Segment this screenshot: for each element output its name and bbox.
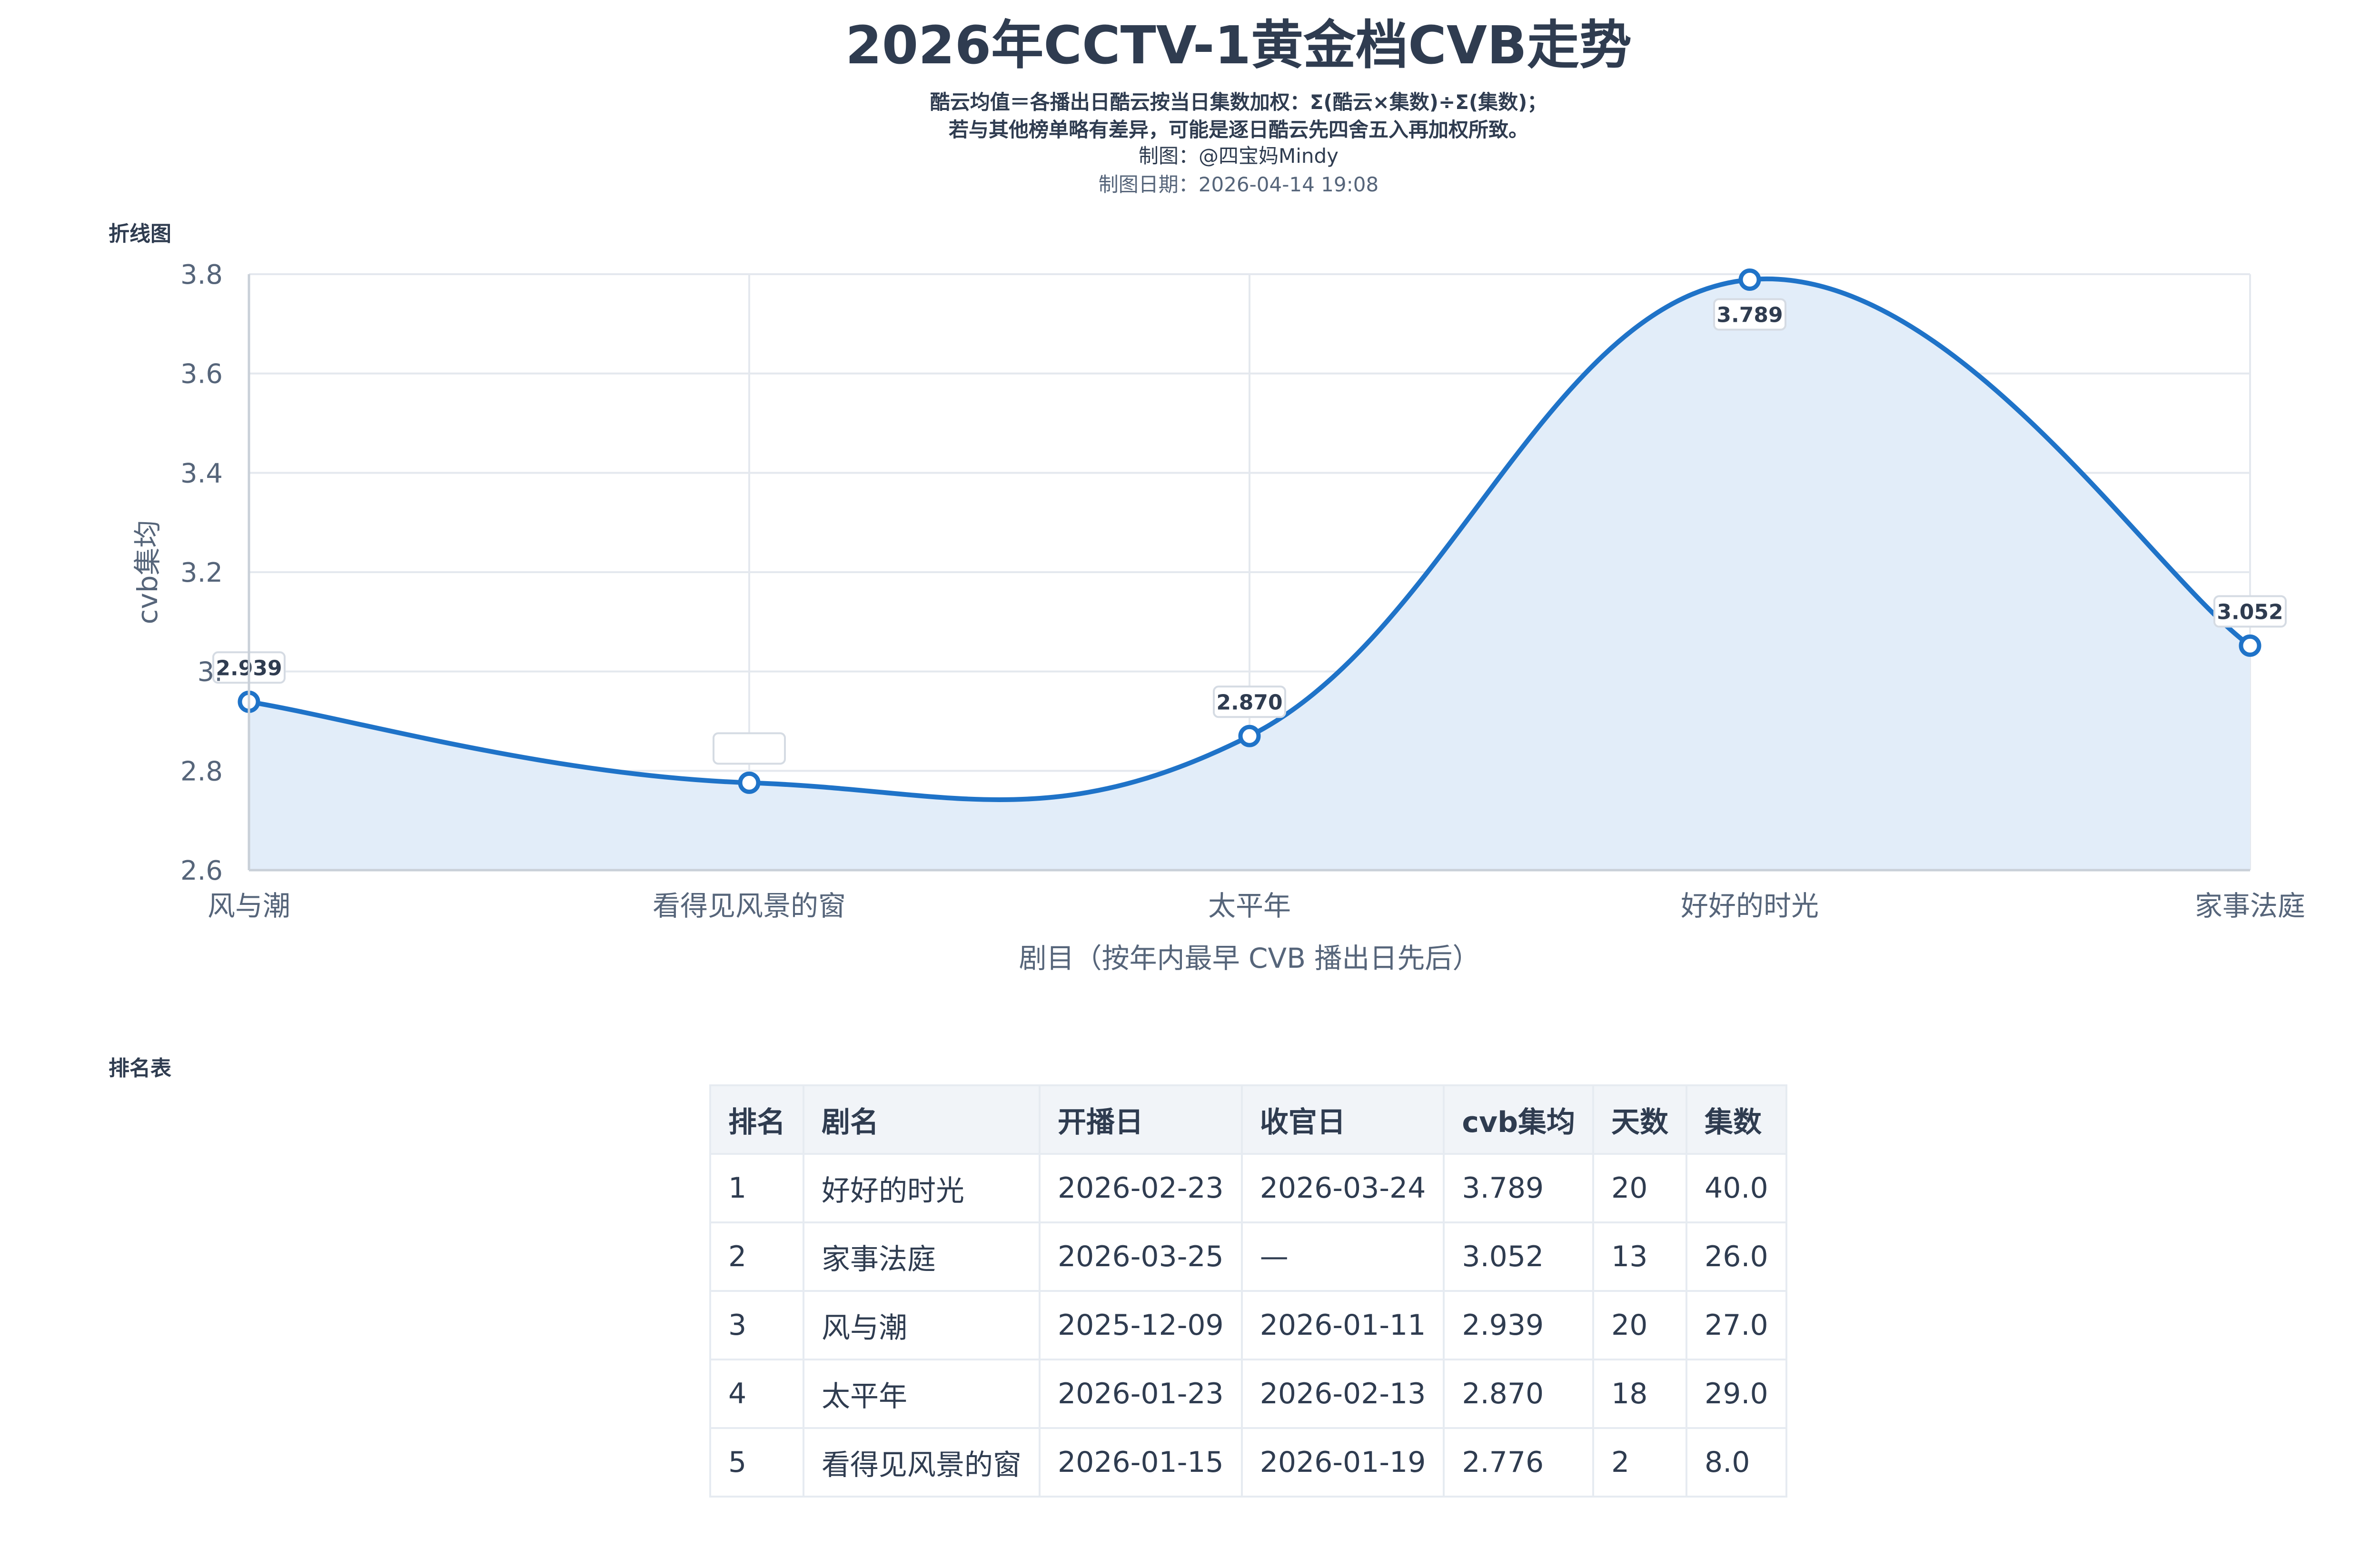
x-tick-label: 太平年 bbox=[1208, 890, 1291, 922]
table-cell: 3.052 bbox=[1443, 1221, 1595, 1292]
x-tick-label: 风与潮 bbox=[208, 890, 290, 922]
table-body: 1 好好的时光 2026-02-23 2026-03-24 3.789 20 40.0 2 家事… bbox=[709, 1153, 1787, 1498]
ranking-table: 排名 剧名 开播日 收官日 cvb集均 天数 集数 1 好好的时光 2026-02-23 2026… bbox=[709, 1084, 1787, 1498]
series-line bbox=[248, 276, 2251, 803]
data-label-box bbox=[1213, 685, 1286, 718]
data-label-box bbox=[713, 732, 786, 765]
data-label-box bbox=[1713, 298, 1786, 331]
table-cell: 2.776 bbox=[1443, 1427, 1595, 1498]
y-tick-label: 3.4 bbox=[180, 458, 223, 489]
data-point bbox=[1738, 268, 1761, 291]
table-cell: 2026-01-23 bbox=[1039, 1359, 1243, 1429]
table-section-label: 排名表 bbox=[109, 1056, 171, 1081]
y-tick-label: 3.6 bbox=[180, 359, 223, 390]
table-row: 4 太平年 2026-01-23 2026-02-13 2.870 18 29.0 bbox=[709, 1359, 1787, 1429]
y-tick-label: 3. bbox=[198, 657, 223, 688]
table-cell: 3 bbox=[709, 1290, 804, 1360]
x-tick-label: 看得见风景的窗 bbox=[653, 890, 846, 922]
table-cell: 2025-12-09 bbox=[1039, 1290, 1243, 1360]
subtitle-line-1: 酷云均值＝各播出日酷云按当日集数加权：Σ(酷云×集数)÷Σ(集数)； bbox=[930, 90, 1547, 114]
table-cell: 40.0 bbox=[1686, 1153, 1787, 1223]
table-cell: 家事法庭 bbox=[803, 1221, 1041, 1292]
subtitle-line-2: 若与其他榜单略有差异，可能是逐日酷云先四舍五入再加权所致。 bbox=[948, 118, 1528, 141]
table-cell: 2 bbox=[1592, 1427, 1688, 1498]
table-cell: 18 bbox=[1592, 1359, 1688, 1429]
chart-title: 2026年CCTV-1黄金档CVB走势 bbox=[845, 15, 1632, 76]
table-cell: 2 bbox=[709, 1221, 804, 1292]
data-label: 3.789 bbox=[1716, 303, 1783, 327]
table-cell: 好好的时光 bbox=[803, 1153, 1041, 1223]
data-label: 2.870 bbox=[1216, 690, 1282, 714]
table-cell: 2026-01-15 bbox=[1039, 1427, 1243, 1498]
author-credit: 制图：@四宝妈Mindy bbox=[1138, 144, 1339, 168]
table-row: 2 家事法庭 2026-03-25—3.052 13 26.0 bbox=[709, 1221, 1787, 1292]
table-cell: 1 bbox=[709, 1153, 804, 1223]
table-header-cell: 集数 bbox=[1686, 1084, 1787, 1155]
table-header-cell: 剧名 bbox=[803, 1084, 1041, 1155]
axes: 2.6 2.8 3. 3.2 3.4 3.6 3.8 风与潮 看得见风景的窗 太平年 好好的时光 家事… bbox=[131, 259, 2305, 974]
y-tick-label: 2.6 bbox=[180, 855, 223, 886]
table-cell: 20 bbox=[1592, 1290, 1688, 1360]
table-cell: 4 bbox=[709, 1359, 804, 1429]
y-tick-label: 2.8 bbox=[180, 756, 223, 787]
table-row: 1 好好的时光 2026-02-23 2026-03-24 3.789 20 40.0 bbox=[709, 1153, 1787, 1223]
table-cell: 太平年 bbox=[803, 1359, 1041, 1429]
table-cell: 8.0 bbox=[1686, 1427, 1787, 1498]
data-point bbox=[1238, 724, 1261, 747]
y-tick-label: 3.8 bbox=[180, 259, 223, 290]
table-cell: 看得见风景的窗 bbox=[803, 1427, 1041, 1498]
table-header-cell: cvb集均 bbox=[1443, 1084, 1595, 1155]
ranking-table-wrap: 排名 剧名 开播日 收官日 cvb集均 天数 集数 1 好好的时光 2026-02-23 2026… bbox=[709, 1084, 1787, 1498]
table-cell: 2026-01-19 bbox=[1240, 1427, 1445, 1498]
table-cell: 26.0 bbox=[1686, 1221, 1787, 1292]
table-cell: 20 bbox=[1592, 1153, 1688, 1223]
table-header-cell: 收官日 bbox=[1240, 1084, 1445, 1155]
y-tick-label: 3.2 bbox=[180, 557, 223, 588]
data-point bbox=[2239, 634, 2261, 657]
series-area-fill bbox=[249, 278, 2250, 870]
table-cell: 2026-03-24 bbox=[1240, 1153, 1445, 1223]
table-cell: 2026-02-23 bbox=[1039, 1153, 1243, 1223]
data-point bbox=[738, 771, 761, 794]
table-cell: — bbox=[1240, 1221, 1445, 1292]
table-header-row: 排名 剧名 开播日 收官日 cvb集均 天数 集数 bbox=[709, 1084, 1787, 1155]
x-tick-label: 好好的时光 bbox=[1681, 890, 1819, 922]
table-row: 5 看得见风景的窗 2026-01-15 2026-01-19 2.776 2 8.0 bbox=[709, 1427, 1787, 1498]
table-cell: 风与潮 bbox=[803, 1290, 1041, 1360]
data-points bbox=[238, 268, 2261, 794]
table-header-cell: 排名 bbox=[709, 1084, 804, 1155]
table-cell: 27.0 bbox=[1686, 1290, 1787, 1360]
table-header-cell: 天数 bbox=[1592, 1084, 1688, 1155]
table-header-cell: 开播日 bbox=[1039, 1084, 1243, 1155]
data-label-box bbox=[2213, 595, 2287, 628]
chart-section-label: 折线图 bbox=[109, 222, 171, 246]
table-cell: 2026-02-13 bbox=[1240, 1359, 1445, 1429]
table-cell: 3.789 bbox=[1443, 1153, 1595, 1223]
x-tick-label: 家事法庭 bbox=[2195, 890, 2305, 922]
table-cell: 29.0 bbox=[1686, 1359, 1787, 1429]
chart-date: 制图日期：2026-04-14 19:08 bbox=[1098, 173, 1379, 196]
table-cell: 2.939 bbox=[1443, 1290, 1595, 1360]
y-axis-title: cvb集均 bbox=[131, 520, 164, 624]
x-axis-title: 剧目（按年内最早 CVB 播出日先后） bbox=[1019, 942, 1480, 974]
table-cell: 5 bbox=[709, 1427, 804, 1498]
table-cell: 13 bbox=[1592, 1221, 1688, 1292]
data-label: 3.052 bbox=[2217, 600, 2283, 624]
table-cell: 2.870 bbox=[1443, 1359, 1595, 1429]
table-cell: 2026-03-25 bbox=[1039, 1221, 1243, 1292]
table-cell: 2026-01-11 bbox=[1240, 1290, 1445, 1360]
table-row: 3 风与潮 2025-12-09 2026-01-11 2.939 20 27.0 bbox=[709, 1290, 1787, 1360]
